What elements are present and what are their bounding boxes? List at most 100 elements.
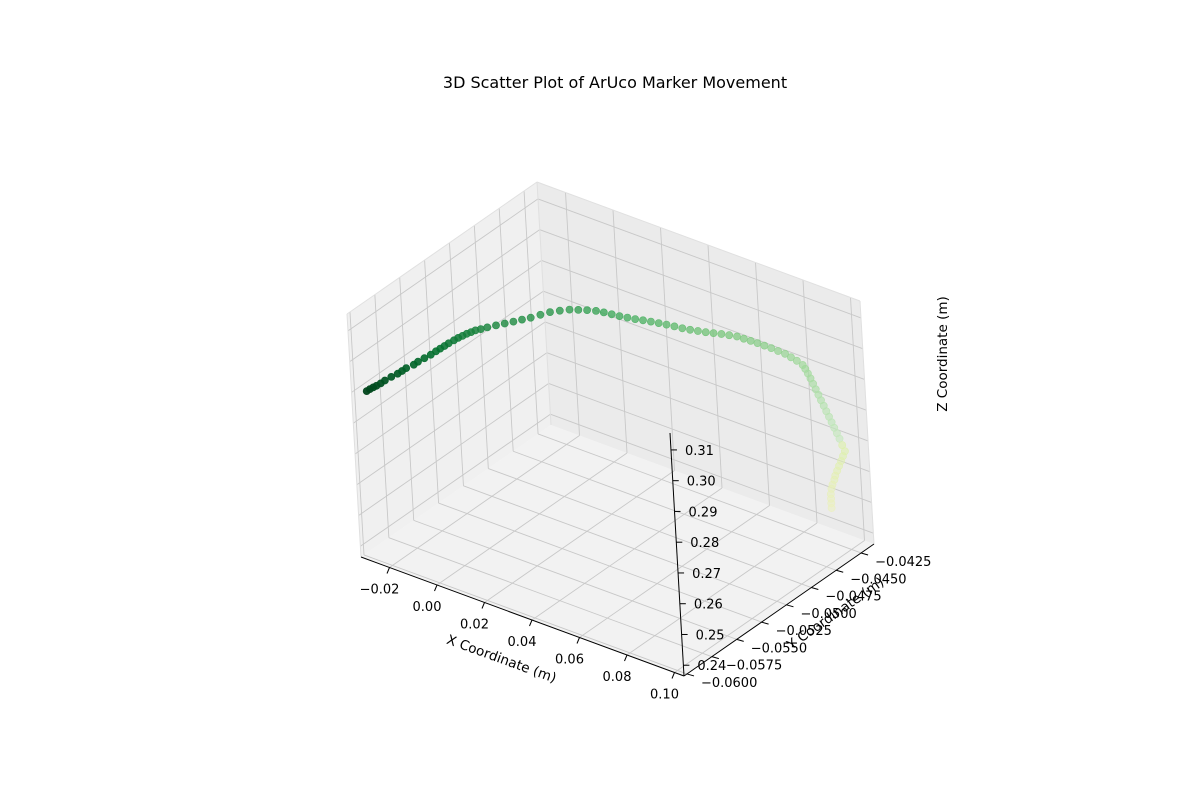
data-point <box>555 306 564 315</box>
data-point <box>592 306 600 315</box>
data-point <box>483 323 492 332</box>
x-tick <box>434 584 438 592</box>
data-point <box>678 324 687 333</box>
z-gridline <box>349 229 541 363</box>
z-tick-label: 0.27 <box>692 567 721 582</box>
z-gridline <box>347 198 539 332</box>
y-gridline <box>413 519 737 640</box>
data-point <box>574 305 583 314</box>
z-tick-label: 0.24 <box>697 659 726 674</box>
z-gridline <box>550 413 874 534</box>
z-gridline <box>537 198 862 319</box>
data-point <box>686 325 694 334</box>
z-tick-label: 0.31 <box>685 444 714 459</box>
x-tick <box>386 567 390 574</box>
data-point <box>647 317 655 326</box>
z-tick-label: 0.29 <box>689 505 718 520</box>
back-wall-pane <box>537 182 874 544</box>
grid-lines <box>347 190 874 675</box>
data-point <box>615 312 624 320</box>
x-gridline <box>707 244 723 489</box>
pane-edge <box>536 181 552 426</box>
data-point <box>414 357 422 366</box>
y-tick <box>711 656 719 660</box>
z-gridline <box>546 352 870 473</box>
y-tick-label: −0.0525 <box>776 624 832 639</box>
x-gridline <box>436 452 628 586</box>
x-tick <box>576 637 580 644</box>
y-tick-label: −0.0600 <box>701 676 757 691</box>
y-tick-label: −0.0475 <box>825 590 881 605</box>
y-gridline <box>449 242 464 486</box>
y-gridline <box>399 277 415 521</box>
x-gridline <box>850 297 865 541</box>
data-point <box>476 325 485 333</box>
data-point <box>526 313 535 322</box>
pane-edge <box>346 181 538 315</box>
y-gridline <box>388 537 713 658</box>
data-point <box>623 313 632 322</box>
x-gridline <box>755 262 770 506</box>
data-point <box>694 327 702 335</box>
x-axis-line <box>360 556 685 677</box>
y-tick-label: −0.0425 <box>875 555 931 570</box>
y-gridline <box>498 208 514 452</box>
y-gridline <box>349 311 365 555</box>
data-point <box>380 376 389 385</box>
z-tick-label: 0.30 <box>687 475 716 490</box>
left-wall-pane <box>347 182 551 557</box>
y-axis-line <box>683 543 875 677</box>
data-point <box>509 317 518 326</box>
y-gridline <box>438 502 762 623</box>
data-point <box>792 356 801 365</box>
x-tick-label: 0.10 <box>650 688 679 703</box>
x-tick-label: 0.02 <box>460 618 489 633</box>
x-gridline <box>612 209 628 454</box>
z-gridline <box>356 352 548 486</box>
data-point <box>701 328 710 337</box>
y-tick <box>736 638 744 642</box>
pane-edge <box>859 300 875 545</box>
x-tick <box>481 602 485 609</box>
y-gridline <box>523 190 539 435</box>
data-point <box>492 321 500 330</box>
y-tick <box>860 552 869 556</box>
y-gridline <box>537 433 862 554</box>
data-point <box>733 332 741 341</box>
z-axis-label: Z Coordinate (m) <box>935 296 951 412</box>
x-tick-label: 0.04 <box>508 635 537 650</box>
z-gridline <box>541 260 865 380</box>
data-point <box>662 320 671 329</box>
x-gridline <box>674 540 865 673</box>
data-point <box>767 344 776 352</box>
z-tick-label: 0.26 <box>694 598 723 613</box>
y-tick <box>811 587 819 591</box>
x-tick-label: −0.02 <box>360 583 400 598</box>
z-gridline <box>351 260 542 393</box>
data-point <box>420 354 429 363</box>
z-gridline <box>360 413 551 547</box>
data-point <box>546 308 554 316</box>
z-gridline <box>353 290 544 424</box>
data-point <box>717 330 726 338</box>
data-point <box>599 308 608 317</box>
data-point <box>787 353 795 362</box>
data-point <box>518 315 526 324</box>
data-point <box>387 372 396 381</box>
x-gridline <box>389 435 580 568</box>
y-tick-label: −0.0550 <box>751 641 807 656</box>
x-tick <box>624 654 628 662</box>
tick-marks: −0.02 0.00 0.02 0.04 0.06 0.08 0.10 −0.0600 −0.0… <box>360 444 932 703</box>
x-tick <box>671 672 675 679</box>
data-point <box>565 305 574 314</box>
pane-edge <box>536 181 861 302</box>
x-gridline <box>531 487 723 621</box>
y-gridline <box>473 225 489 469</box>
y-tick <box>686 673 695 677</box>
y-gridline <box>363 554 688 675</box>
z-gridline <box>358 383 549 516</box>
data-point <box>536 310 545 319</box>
y-tick-label: −0.0450 <box>850 572 906 587</box>
floor-pane <box>361 425 874 676</box>
